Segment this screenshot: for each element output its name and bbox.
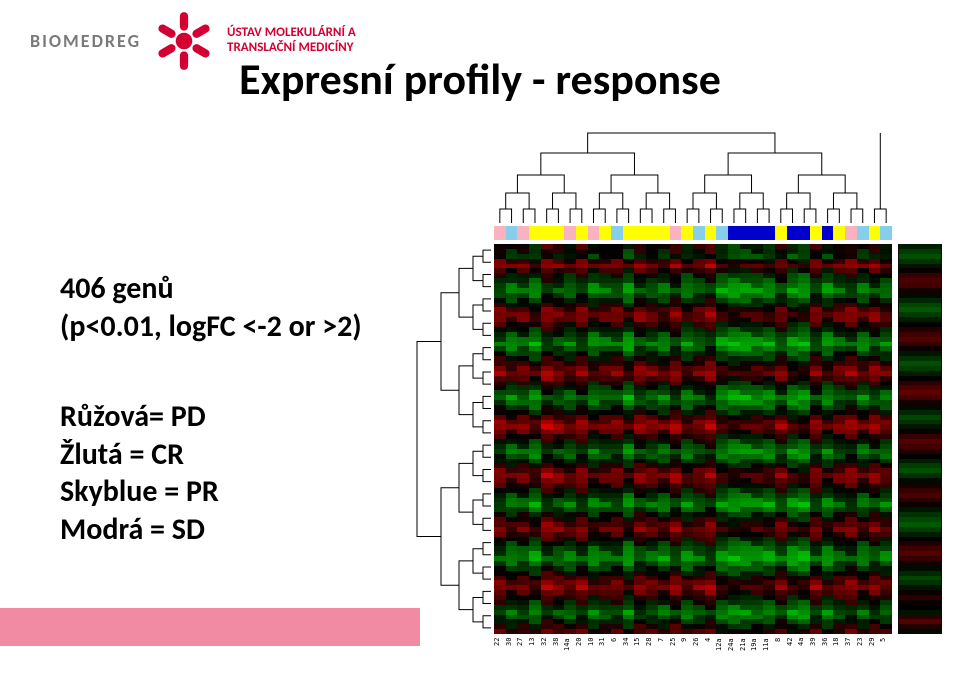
colorbar-cell (869, 226, 881, 240)
colorbar-cell (529, 226, 541, 240)
colorbar-cell (798, 226, 810, 240)
legend-pd: Růžová= PD (60, 398, 219, 436)
colorbar-cell (611, 226, 623, 240)
colorbar-cell (541, 226, 553, 240)
colorbar-cell (599, 226, 611, 240)
inst-line1: ÚSTAV MOLEKULÁRNÍ A (227, 26, 356, 41)
col-label: 7 (658, 638, 670, 676)
slide-title: Expresní profily - response (0, 52, 960, 106)
col-label: 22 (494, 638, 506, 676)
colorbar-cell (857, 226, 869, 240)
colorbar-cell (670, 226, 682, 240)
column-labels: 22302713323814a2010316341528725926412a24… (494, 638, 892, 676)
heatmap-figure: 22302713323814a2010316341528725926412a24… (408, 118, 948, 678)
colorbar-cell (564, 226, 576, 240)
legend-sd: Modrá = SD (60, 511, 219, 549)
colorbar-cell (845, 226, 857, 240)
legend-cr: Žlutá = CR (60, 436, 219, 474)
colorbar-cell (775, 226, 787, 240)
col-label: 25 (670, 638, 682, 676)
col-label: 39 (810, 638, 822, 676)
colorbar-cell (787, 226, 799, 240)
colorbar-cell (822, 226, 834, 240)
col-label: 32 (541, 638, 553, 676)
col-label: 11a (763, 638, 775, 676)
colorbar-cell (517, 226, 529, 240)
heatmap-sidebar (898, 244, 942, 634)
colorbar-cell (705, 226, 717, 240)
col-label: 31 (599, 638, 611, 676)
biomedreg-wordmark: BIOMEDREG (30, 30, 141, 52)
colorbar-cell (588, 226, 600, 240)
colorbar-cell (716, 226, 728, 240)
bottom-accent-bar (0, 608, 420, 646)
gene-count-block: 406 genů (p<0.01, logFC <-2 or >2) (60, 270, 362, 345)
gene-criteria: (p<0.01, logFC <-2 or >2) (60, 308, 362, 346)
colorbar-cell (681, 226, 693, 240)
colorbar-cell (646, 226, 658, 240)
colorbar-cell (693, 226, 705, 240)
gene-count: 406 genů (60, 270, 362, 308)
colorbar-cell (740, 226, 752, 240)
col-label: 26 (693, 638, 705, 676)
colorbar-cell (553, 226, 565, 240)
colorbar-cell (833, 226, 845, 240)
colorbar-cell (810, 226, 822, 240)
colorbar-cell (728, 226, 740, 240)
colorbar-cell (634, 226, 646, 240)
col-label: 8 (775, 638, 787, 676)
heatmap-grid (494, 244, 892, 634)
colorbar-cell (576, 226, 588, 240)
legend-pr: Skyblue = PR (60, 473, 219, 511)
colorbar-cell (880, 226, 892, 240)
col-label: 20 (576, 638, 588, 676)
col-label: 23 (857, 638, 869, 676)
col-label: 29 (869, 638, 881, 676)
legend-block: Růžová= PD Žlutá = CR Skyblue = PR Modrá… (60, 398, 219, 548)
colorbar-cell (763, 226, 775, 240)
col-label: 6 (611, 638, 623, 676)
col-label: 5 (880, 638, 892, 676)
column-group-colorbar (494, 226, 892, 240)
colorbar-cell (506, 226, 518, 240)
colorbar-cell (751, 226, 763, 240)
colorbar-cell (494, 226, 506, 240)
colorbar-cell (623, 226, 635, 240)
colorbar-cell (658, 226, 670, 240)
row-dendrogram (408, 244, 492, 634)
col-label: 28 (646, 638, 658, 676)
col-label: 24a (728, 638, 740, 676)
column-dendrogram (494, 118, 892, 224)
